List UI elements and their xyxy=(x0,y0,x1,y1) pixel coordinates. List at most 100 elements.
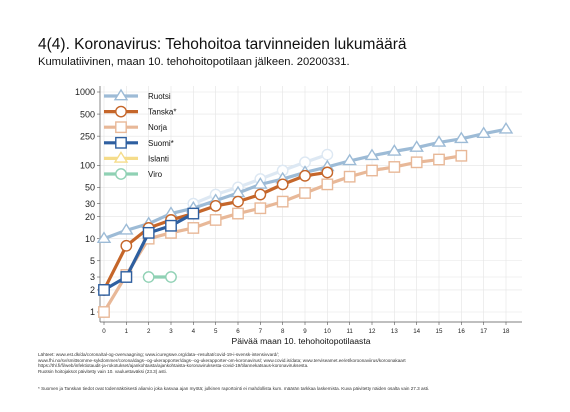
series-suomi xyxy=(98,207,200,296)
x-tick-label: 14 xyxy=(413,328,420,335)
source-line: www.fhi.no/sv/smittsomme-sykdommer/coron… xyxy=(38,357,406,363)
data-point xyxy=(187,207,200,220)
source-line: Lähteet: www.est.dk/da/corona/tal-og-ove… xyxy=(38,352,279,357)
data-point xyxy=(276,195,289,208)
data-point xyxy=(321,148,334,161)
legend-entry: Tanska* xyxy=(104,105,176,118)
grid-lines xyxy=(100,86,522,322)
data-point xyxy=(321,166,334,179)
x-tick-label: 0 xyxy=(102,328,106,335)
legend-entry: Ruotsi xyxy=(104,88,171,101)
data-point xyxy=(431,135,447,147)
y-tick-label: 1000 xyxy=(75,87,95,97)
x-tick-label: 1 xyxy=(125,328,129,335)
data-point xyxy=(254,202,267,215)
data-point xyxy=(98,284,110,296)
y-tick-label: 3 xyxy=(90,272,95,282)
data-point xyxy=(364,148,380,161)
data-point xyxy=(113,88,129,101)
data-point xyxy=(187,222,200,234)
data-point xyxy=(115,136,127,149)
data-point xyxy=(343,170,356,183)
data-point xyxy=(299,187,311,199)
sources-block: Lähteet: www.est.dk/da/corona/tal-og-ove… xyxy=(38,352,558,374)
legend-label: Islanti xyxy=(148,154,169,163)
data-point xyxy=(165,219,177,232)
x-tick-label: 15 xyxy=(436,328,443,335)
data-point xyxy=(142,271,155,283)
x-tick-label: 5 xyxy=(214,328,218,335)
data-point xyxy=(342,153,357,166)
data-point xyxy=(387,144,402,156)
data-point xyxy=(454,131,469,144)
data-point xyxy=(115,121,127,134)
data-point xyxy=(98,306,110,318)
data-point xyxy=(276,178,289,191)
series-viro xyxy=(142,271,177,283)
y-tick-label: 250 xyxy=(80,131,95,141)
data-point xyxy=(120,271,133,283)
data-point xyxy=(366,164,378,177)
data-point xyxy=(455,149,468,162)
y-tick-label: 50 xyxy=(85,183,95,193)
data-point xyxy=(410,156,423,169)
legend-label: Viro xyxy=(148,170,163,179)
series-norja xyxy=(98,149,468,318)
x-tick-label: 16 xyxy=(458,328,465,335)
x-tick-label: 17 xyxy=(480,328,487,335)
chart-title: 4(4). Koronavirus: Tehohoitoa tarvinneid… xyxy=(38,36,407,53)
data-point xyxy=(232,207,244,220)
x-tick-label: 8 xyxy=(281,328,285,335)
data-point xyxy=(120,239,133,252)
source-line: Ruotsin hoitojaksot päivitetty vain 10. … xyxy=(38,368,167,374)
legend-label: Suomi* xyxy=(148,139,174,148)
legend: Ruotsi Tanska* Norja Suomi* Islanti Viro xyxy=(104,88,176,180)
y-tick-label: 100 xyxy=(80,161,95,171)
series-layer xyxy=(96,121,514,318)
data-point xyxy=(113,151,129,163)
y-tick-label: 10 xyxy=(85,234,95,244)
x-tick-label: 13 xyxy=(391,328,398,335)
x-tick-label: 12 xyxy=(369,328,376,335)
x-tick-label: 7 xyxy=(259,328,263,335)
data-point xyxy=(209,199,222,212)
data-point xyxy=(476,126,491,139)
data-point xyxy=(119,222,134,235)
x-tick-label: 9 xyxy=(303,328,307,335)
legend-entry: Norja xyxy=(104,121,168,134)
legend-label: Tanska* xyxy=(148,108,176,117)
y-tick-label: 30 xyxy=(85,199,95,209)
y-tick-label: 1 xyxy=(90,307,95,317)
y-tick-label: 5 xyxy=(90,256,95,266)
legend-entry: Viro xyxy=(104,168,163,180)
data-point xyxy=(142,226,155,239)
data-point xyxy=(498,121,514,134)
data-point xyxy=(209,214,222,226)
data-point xyxy=(321,178,334,191)
x-tick-label: 11 xyxy=(346,328,353,335)
data-point xyxy=(409,140,424,152)
data-point xyxy=(253,177,268,189)
data-point xyxy=(433,153,445,166)
x-tick-label: 10 xyxy=(324,328,331,335)
x-tick-label: 3 xyxy=(169,328,173,335)
legend-label: Ruotsi xyxy=(148,92,171,101)
data-point xyxy=(115,168,127,180)
source-line: https://thl.fi/fi/web/infektiotaudit-ja-… xyxy=(38,363,309,369)
legend-entry: Suomi* xyxy=(104,136,174,149)
x-axis-label: Päivää maan 10. tehohoitopotilaasta xyxy=(231,336,370,346)
data-point xyxy=(232,195,244,208)
footnote: * Suomen ja Tanskan tiedot ovat todennäk… xyxy=(38,386,430,391)
x-tick-label: 4 xyxy=(192,328,196,335)
data-point xyxy=(115,105,127,118)
legend-entry: Islanti xyxy=(104,151,169,163)
data-point xyxy=(299,169,311,182)
axes: 0 1 2 3 4 5 6 7 8 9 10 11 12 13 14 15 16 17 18123510203050… xyxy=(75,86,522,335)
legend-label: Norja xyxy=(148,123,168,132)
x-tick-label: 6 xyxy=(236,328,240,335)
data-point xyxy=(96,231,112,244)
data-point xyxy=(165,271,177,283)
y-tick-label: 500 xyxy=(80,109,95,119)
y-tick-label: 2 xyxy=(90,285,95,295)
